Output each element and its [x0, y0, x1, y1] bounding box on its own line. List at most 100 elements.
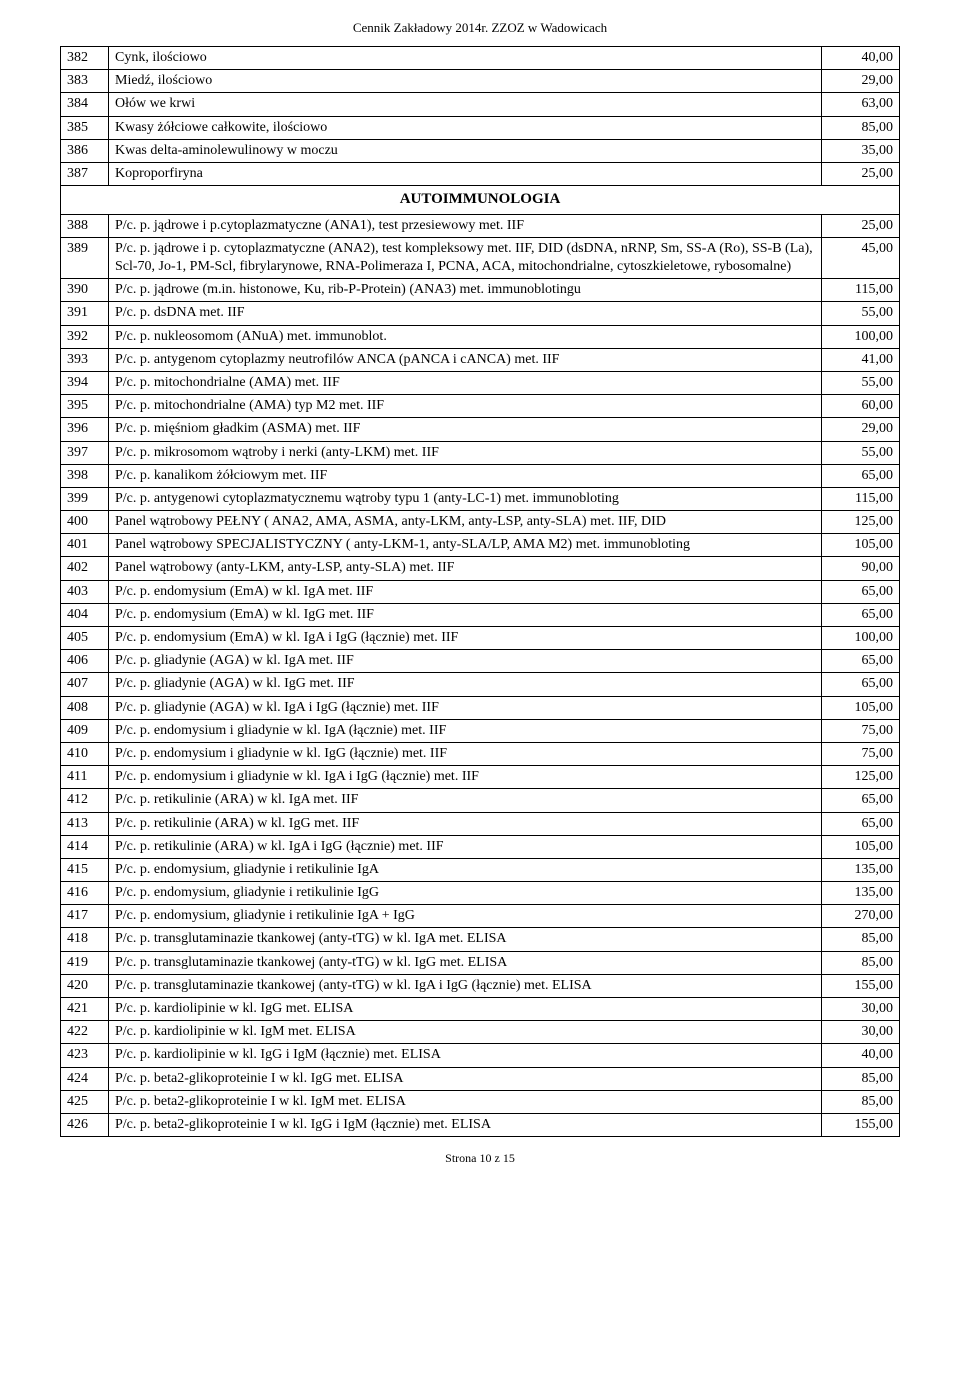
- table-row: 387Koproporfiryna25,00: [61, 162, 900, 185]
- row-price: 115,00: [822, 487, 900, 510]
- row-description: P/c. p. endomysium i gliadynie w kl. IgA…: [109, 719, 822, 742]
- row-price: 155,00: [822, 1113, 900, 1136]
- row-price: 105,00: [822, 835, 900, 858]
- row-number: 410: [61, 742, 109, 765]
- row-number: 417: [61, 905, 109, 928]
- table-row: 384Ołów we krwi63,00: [61, 93, 900, 116]
- table-row: 398P/c. p. kanalikom żółciowym met. IIF6…: [61, 464, 900, 487]
- row-number: 409: [61, 719, 109, 742]
- row-number: 386: [61, 139, 109, 162]
- row-number: 383: [61, 70, 109, 93]
- row-number: 392: [61, 325, 109, 348]
- table-row: 401Panel wątrobowy SPECJALISTYCZNY ( ant…: [61, 534, 900, 557]
- price-table: 382Cynk, ilościowo40,00383Miedź, ilościo…: [60, 46, 900, 1137]
- table-row: 388P/c. p. jądrowe i p.cytoplazmatyczne …: [61, 214, 900, 237]
- row-number: 391: [61, 302, 109, 325]
- row-price: 29,00: [822, 70, 900, 93]
- row-description: P/c. p. antygenowi cytoplazmatycznemu wą…: [109, 487, 822, 510]
- row-description: P/c. p. gliadynie (AGA) w kl. IgG met. I…: [109, 673, 822, 696]
- table-row: 423P/c. p. kardiolipinie w kl. IgG i IgM…: [61, 1044, 900, 1067]
- row-description: P/c. p. nukleosomom (ANuA) met. immunobl…: [109, 325, 822, 348]
- row-description: Panel wątrobowy PEŁNY ( ANA2, AMA, ASMA,…: [109, 511, 822, 534]
- row-price: 135,00: [822, 882, 900, 905]
- page-header: Cennik Zakładowy 2014r. ZZOZ w Wadowicac…: [60, 20, 900, 36]
- row-number: 418: [61, 928, 109, 951]
- row-description: P/c. p. endomysium i gliadynie w kl. IgG…: [109, 742, 822, 765]
- table-row: 394P/c. p. mitochondrialne (AMA) met. II…: [61, 371, 900, 394]
- row-price: 30,00: [822, 1021, 900, 1044]
- row-description: P/c. p. endomysium, gliadynie i retikuli…: [109, 858, 822, 881]
- section-header-cell: AUTOIMMUNOLOGIA: [61, 186, 900, 215]
- row-price: 85,00: [822, 951, 900, 974]
- table-row: 404P/c. p. endomysium (EmA) w kl. IgG me…: [61, 603, 900, 626]
- table-row: 385Kwasy żółciowe całkowite, ilościowo85…: [61, 116, 900, 139]
- row-description: P/c. p. mitochondrialne (AMA) met. IIF: [109, 371, 822, 394]
- row-number: 413: [61, 812, 109, 835]
- row-price: 105,00: [822, 696, 900, 719]
- row-price: 85,00: [822, 116, 900, 139]
- table-row: 409P/c. p. endomysium i gliadynie w kl. …: [61, 719, 900, 742]
- row-description: P/c. p. kardiolipinie w kl. IgG i IgM (ł…: [109, 1044, 822, 1067]
- table-row: 422P/c. p. kardiolipinie w kl. IgM met. …: [61, 1021, 900, 1044]
- table-row: 402Panel wątrobowy (anty-LKM, anty-LSP, …: [61, 557, 900, 580]
- row-number: 389: [61, 237, 109, 278]
- row-description: P/c. p. endomysium (EmA) w kl. IgG met. …: [109, 603, 822, 626]
- table-row: 412P/c. p. retikulinie (ARA) w kl. IgA m…: [61, 789, 900, 812]
- row-description: P/c. p. gliadynie (AGA) w kl. IgA met. I…: [109, 650, 822, 673]
- row-description: P/c. p. endomysium (EmA) w kl. IgA i IgG…: [109, 627, 822, 650]
- table-row: 410P/c. p. endomysium i gliadynie w kl. …: [61, 742, 900, 765]
- table-row: 397P/c. p. mikrosomom wątroby i nerki (a…: [61, 441, 900, 464]
- row-description: P/c. p. transglutaminazie tkankowej (ant…: [109, 928, 822, 951]
- row-description: Ołów we krwi: [109, 93, 822, 116]
- table-row: 407P/c. p. gliadynie (AGA) w kl. IgG met…: [61, 673, 900, 696]
- row-number: 419: [61, 951, 109, 974]
- row-price: 40,00: [822, 47, 900, 70]
- row-price: 29,00: [822, 418, 900, 441]
- row-description: P/c. p. jądrowe i p.cytoplazmatyczne (AN…: [109, 214, 822, 237]
- row-description: Kwasy żółciowe całkowite, ilościowo: [109, 116, 822, 139]
- row-number: 414: [61, 835, 109, 858]
- row-number: 397: [61, 441, 109, 464]
- row-number: 398: [61, 464, 109, 487]
- row-number: 405: [61, 627, 109, 650]
- row-price: 65,00: [822, 580, 900, 603]
- row-number: 412: [61, 789, 109, 812]
- row-price: 65,00: [822, 464, 900, 487]
- row-number: 406: [61, 650, 109, 673]
- table-row: 417P/c. p. endomysium, gliadynie i retik…: [61, 905, 900, 928]
- row-number: 408: [61, 696, 109, 719]
- row-number: 393: [61, 348, 109, 371]
- row-price: 125,00: [822, 511, 900, 534]
- row-price: 155,00: [822, 974, 900, 997]
- row-description: Panel wątrobowy (anty-LKM, anty-LSP, ant…: [109, 557, 822, 580]
- row-number: 401: [61, 534, 109, 557]
- row-description: P/c. p. retikulinie (ARA) w kl. IgG met.…: [109, 812, 822, 835]
- table-row: 386Kwas delta-aminolewulinowy w moczu35,…: [61, 139, 900, 162]
- row-price: 270,00: [822, 905, 900, 928]
- row-description: Miedź, ilościowo: [109, 70, 822, 93]
- row-price: 40,00: [822, 1044, 900, 1067]
- row-description: P/c. p. dsDNA met. IIF: [109, 302, 822, 325]
- row-price: 30,00: [822, 998, 900, 1021]
- table-row: 415P/c. p. endomysium, gliadynie i retik…: [61, 858, 900, 881]
- table-row: 382Cynk, ilościowo40,00: [61, 47, 900, 70]
- row-description: P/c. p. mitochondrialne (AMA) typ M2 met…: [109, 395, 822, 418]
- row-description: Panel wątrobowy SPECJALISTYCZNY ( anty-L…: [109, 534, 822, 557]
- table-row: 391P/c. p. dsDNA met. IIF55,00: [61, 302, 900, 325]
- row-number: 388: [61, 214, 109, 237]
- row-price: 135,00: [822, 858, 900, 881]
- table-row: 395P/c. p. mitochondrialne (AMA) typ M2 …: [61, 395, 900, 418]
- table-row: 419P/c. p. transglutaminazie tkankowej (…: [61, 951, 900, 974]
- row-price: 85,00: [822, 1090, 900, 1113]
- table-row: 418P/c. p. transglutaminazie tkankowej (…: [61, 928, 900, 951]
- row-price: 65,00: [822, 603, 900, 626]
- row-description: P/c. p. antygenom cytoplazmy neutrofilów…: [109, 348, 822, 371]
- row-price: 85,00: [822, 1067, 900, 1090]
- row-description: P/c. p. beta2-glikoproteinie I w kl. IgG…: [109, 1067, 822, 1090]
- row-price: 65,00: [822, 789, 900, 812]
- row-number: 416: [61, 882, 109, 905]
- row-number: 423: [61, 1044, 109, 1067]
- row-price: 115,00: [822, 279, 900, 302]
- row-number: 424: [61, 1067, 109, 1090]
- row-number: 385: [61, 116, 109, 139]
